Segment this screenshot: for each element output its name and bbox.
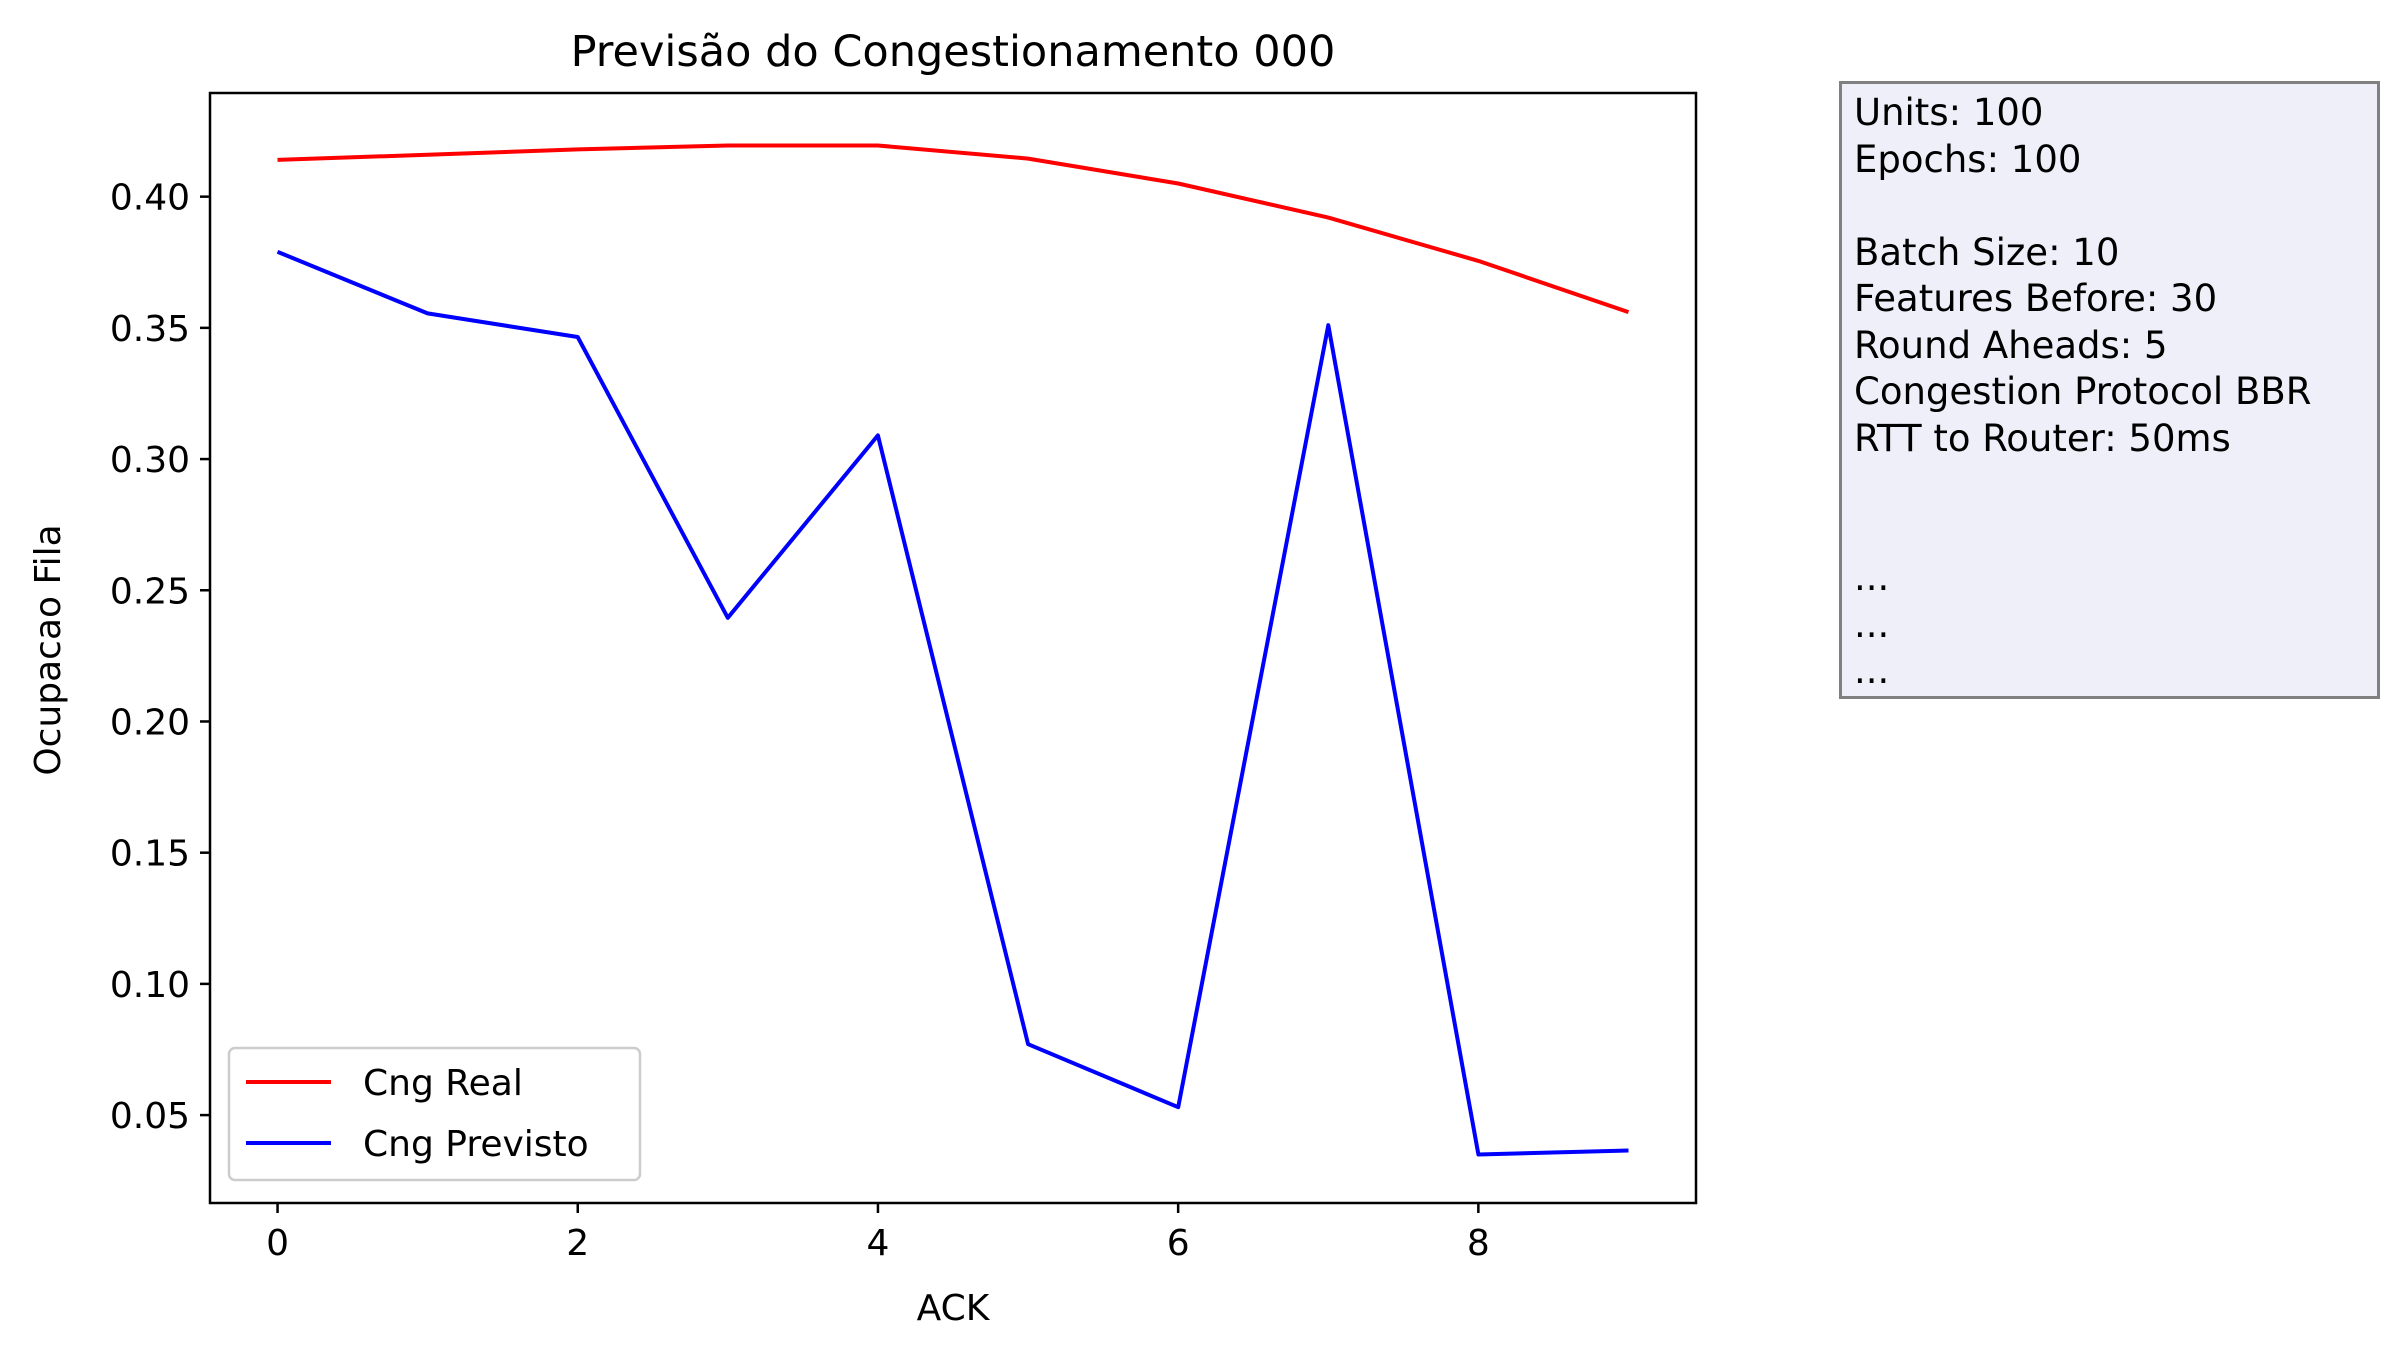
info-line: ... [1854, 556, 1890, 599]
x-tick-label: 6 [1167, 1223, 1190, 1264]
info-line: ... [1854, 602, 1890, 646]
info-line: Features Before: 30 [1854, 277, 2218, 320]
plot-area [276, 143, 1630, 1157]
legend-label-0: Cng Real [363, 1063, 523, 1104]
y-tick-label: 0.15 [110, 834, 190, 875]
legend: Cng Real Cng Previsto [227, 1046, 642, 1182]
legend-frame [227, 1046, 642, 1182]
info-line: Units: 100 [1854, 91, 2044, 134]
x-tick-label: 8 [1467, 1223, 1490, 1264]
y-tick-label: 0.10 [110, 965, 190, 1006]
x-axis-label: ACK [917, 1288, 991, 1329]
chart-title: Previsão do Congestionamento 000 [571, 27, 1336, 77]
y-tick-label: 0.30 [110, 440, 190, 481]
info-line: RTT to Router: 50ms [1854, 416, 2231, 460]
x-tick-label: 4 [866, 1223, 889, 1264]
y-tick-label: 0.20 [110, 702, 190, 743]
x-axis-ticks: 0 2 4 6 8 [266, 1203, 1490, 1264]
plot-frame [208, 91, 1698, 1205]
y-tick-label: 0.40 [110, 178, 190, 219]
x-tick-label: 2 [566, 1223, 589, 1264]
series-line-1 [276, 249, 1629, 1157]
info-line: Round Aheads: 5 [1854, 323, 2168, 367]
info-line [1854, 183, 2365, 230]
info-box: Units: 100 Epochs: 100 Batch Size: 10 Featu… [1839, 81, 2380, 699]
series-line-0 [277, 143, 1630, 314]
y-tick-label: 0.25 [110, 571, 190, 612]
info-line [1854, 462, 2365, 509]
info-line: Congestion Protocol BBR [1854, 370, 2312, 413]
info-line: Epochs: 100 [1854, 137, 2082, 181]
x-tick-label: 0 [266, 1223, 289, 1264]
y-tick-label: 0.35 [110, 309, 190, 350]
info-line [1854, 509, 2365, 556]
legend-label-1: Cng Previsto [363, 1124, 589, 1165]
y-tick-label: 0.05 [110, 1096, 190, 1137]
y-axis-ticks: 0.05 0.10 0.15 0.20 0.25 0.30 0.35 0.40 [110, 178, 210, 1137]
info-line: ... [1854, 649, 1890, 692]
info-line: Batch Size: 10 [1854, 230, 2120, 274]
y-axis-label: Ocupacao Fila [28, 524, 69, 775]
